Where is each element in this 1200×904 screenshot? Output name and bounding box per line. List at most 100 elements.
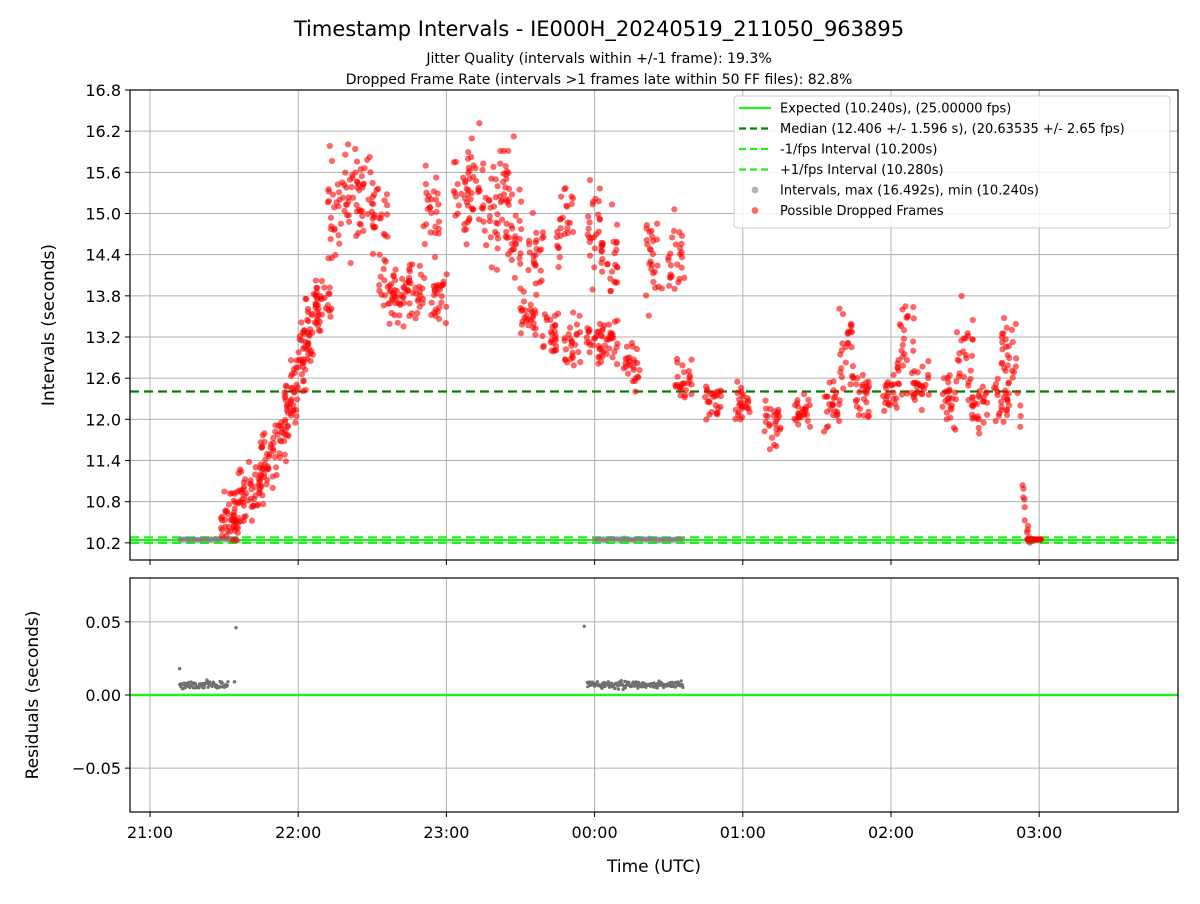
bottom-points <box>177 624 685 692</box>
red-point <box>894 380 902 387</box>
red-point <box>229 490 236 497</box>
red-point <box>479 205 487 212</box>
red-point <box>258 483 265 490</box>
red-point <box>903 390 910 397</box>
red-point <box>774 409 781 416</box>
red-point <box>293 413 300 420</box>
red-point <box>533 291 540 298</box>
red-point <box>252 464 259 471</box>
red-point <box>575 348 582 356</box>
red-point <box>576 312 583 319</box>
red-point <box>505 169 512 177</box>
red-point <box>665 256 672 264</box>
red-point <box>849 372 856 379</box>
red-point <box>904 312 911 319</box>
red-point <box>995 412 1003 419</box>
legend-label-5: Possible Dropped Frames <box>780 204 944 219</box>
red-point <box>353 158 361 165</box>
bottom-grid <box>130 578 1178 812</box>
red-point <box>608 201 616 208</box>
red-point <box>654 262 661 269</box>
red-point <box>1002 343 1010 351</box>
red-point <box>391 312 398 319</box>
red-point <box>461 226 468 233</box>
red-point <box>1003 324 1010 331</box>
red-point <box>422 181 430 188</box>
red-point <box>965 396 972 404</box>
red-point <box>381 277 388 284</box>
red-point <box>588 235 595 242</box>
red-point <box>493 266 501 273</box>
red-point <box>955 373 963 380</box>
x-axis-label: Time (UTC) <box>606 857 701 877</box>
red-point <box>243 490 250 497</box>
red-point <box>561 334 568 342</box>
red-point <box>483 242 490 249</box>
red-point <box>520 298 528 305</box>
red-point <box>732 406 739 413</box>
red-point <box>494 235 502 242</box>
red-point <box>321 284 328 291</box>
red-point-tail <box>1017 412 1024 420</box>
red-point <box>738 384 745 391</box>
red-point <box>480 218 487 225</box>
red-point <box>974 413 981 420</box>
red-point <box>643 236 650 244</box>
red-point <box>586 349 593 356</box>
residual-point <box>193 682 198 686</box>
red-point <box>967 367 974 374</box>
red-point <box>270 439 277 447</box>
red-point <box>549 323 556 330</box>
bottom-xtick-label-5: 02:00 <box>868 823 914 842</box>
residual-point <box>681 685 685 690</box>
red-point <box>654 220 661 227</box>
red-point <box>466 215 473 222</box>
red-point <box>568 338 575 345</box>
red-point <box>848 344 855 351</box>
red-point <box>369 179 376 187</box>
red-point <box>505 201 512 208</box>
red-point <box>431 292 438 299</box>
legend: Expected (10.240s), (25.00000 fps) Median… <box>733 95 1171 229</box>
red-point <box>494 183 501 190</box>
red-point <box>428 299 435 306</box>
red-point <box>953 329 961 336</box>
red-point <box>839 310 847 318</box>
red-point <box>561 186 568 193</box>
red-point <box>273 471 280 479</box>
red-point <box>607 287 614 295</box>
red-point <box>324 199 331 206</box>
red-point <box>824 423 832 430</box>
top-y-ticks: 10.2 10.8 11.4 12.0 12.6 13.2 13.8 14.4 15.0 15.6… <box>85 81 130 553</box>
red-point <box>376 281 383 289</box>
legend-marker-4 <box>751 186 759 194</box>
red-point <box>598 333 605 340</box>
red-point <box>591 264 598 271</box>
red-point <box>513 241 520 248</box>
red-point <box>336 196 343 203</box>
red-point <box>479 166 486 173</box>
red-point <box>225 501 233 508</box>
red-point <box>523 312 530 320</box>
legend-label-3: +1/fps Interval (10.280s) <box>780 163 944 178</box>
red-point <box>999 339 1006 346</box>
red-point <box>450 159 458 166</box>
red-point <box>737 400 744 407</box>
red-point <box>272 464 280 471</box>
red-point <box>261 438 268 446</box>
red-point <box>460 174 467 181</box>
red-point <box>916 381 923 389</box>
red-point <box>803 411 810 418</box>
red-point <box>488 264 495 271</box>
red-point <box>882 399 889 407</box>
red-point <box>476 187 483 194</box>
red-point <box>678 264 685 271</box>
red-point <box>486 218 493 225</box>
red-point <box>1009 338 1016 346</box>
red-point <box>676 275 683 283</box>
red-point <box>830 395 838 402</box>
red-point <box>236 466 244 473</box>
red-point <box>645 312 652 319</box>
top-ytick-label-10: 16.2 <box>85 122 121 141</box>
red-point <box>335 189 343 196</box>
